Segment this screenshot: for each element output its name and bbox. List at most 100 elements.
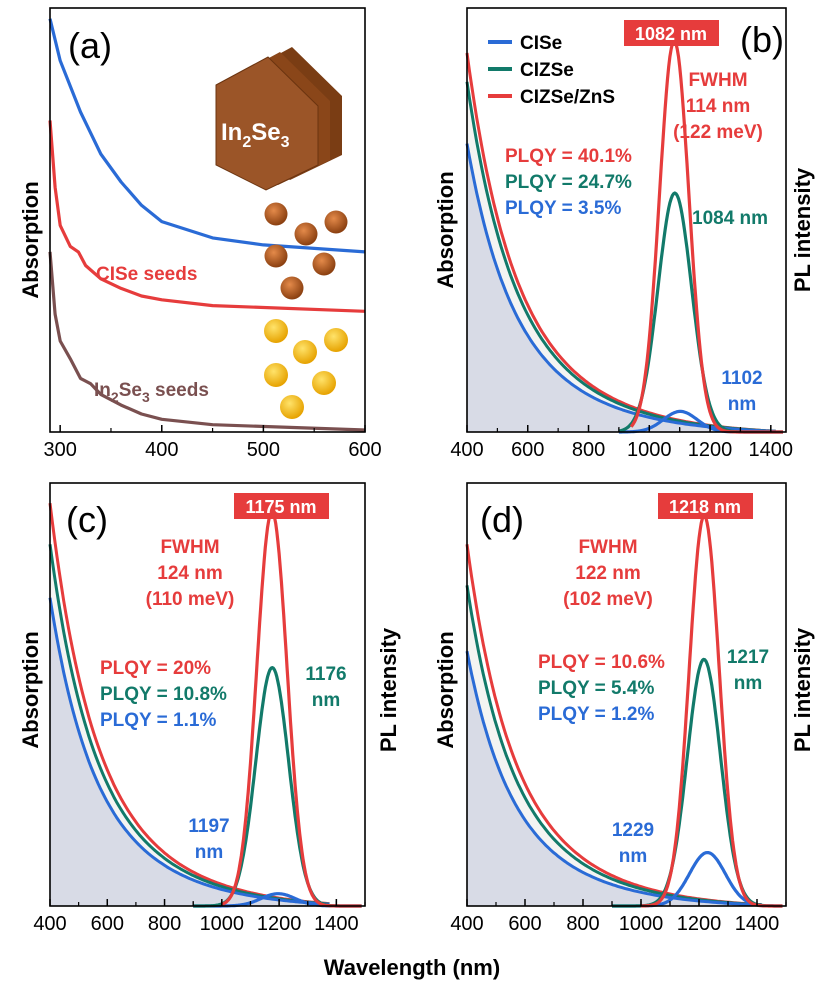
cise-seed-particle bbox=[294, 222, 318, 246]
panel-c-cise-peak-2: nm bbox=[195, 842, 224, 863]
x-tick-label: 1000 bbox=[200, 913, 245, 935]
x-tick-label: 300 bbox=[43, 439, 76, 461]
x-tick-label: 1400 bbox=[735, 913, 780, 935]
crystal-label: In2Se3 bbox=[221, 119, 290, 151]
panel-c-frame bbox=[49, 482, 366, 907]
pl-peak-shell bbox=[221, 509, 362, 908]
x-tick-label: 600 bbox=[91, 913, 124, 935]
panel-b-plqy-shell: PLQY = 40.1% bbox=[505, 146, 632, 167]
x-tick-label: 600 bbox=[348, 439, 381, 461]
x-tick-label: 500 bbox=[247, 439, 280, 461]
panel-c: 400 600 800 1000 1200 1400 bbox=[33, 482, 366, 935]
panel-a-frame bbox=[49, 7, 366, 433]
panel-a: 300 400 500 600 bbox=[43, 7, 382, 461]
panel-c-peak-box bbox=[234, 493, 329, 519]
x-tick-label: 600 bbox=[511, 439, 544, 461]
x-tick-label: 400 bbox=[450, 439, 483, 461]
absorption-fill-cizse-d bbox=[467, 585, 762, 906]
x-tick-label: 1400 bbox=[749, 439, 794, 461]
x-tick-label: 800 bbox=[572, 439, 605, 461]
absorption-curve-shell bbox=[48, 120, 366, 313]
in2se3-seeds-label: In2Se3 seeds bbox=[94, 380, 209, 405]
x-tick-label: 400 bbox=[145, 439, 178, 461]
x-tick-label: 1400 bbox=[314, 913, 359, 935]
panel-d-cizse-peak-2: nm bbox=[734, 673, 763, 694]
panel-d-frame bbox=[466, 482, 787, 907]
panel-d-cise-peak-2: nm bbox=[619, 846, 648, 867]
panel-c-label: (c) bbox=[66, 499, 108, 540]
panel-b-plqy-cizse: PLQY = 24.7% bbox=[505, 172, 632, 193]
panel-b-fwhm-2: 114 nm bbox=[686, 96, 750, 117]
x-tick-label: 1200 bbox=[257, 913, 302, 935]
panel-d-plqy-cizse: PLQY = 5.4% bbox=[538, 678, 654, 699]
absorption-curve-cise bbox=[48, 597, 330, 906]
cise-seed-particle bbox=[264, 244, 288, 268]
panel-d-fwhm-2: 122 nm bbox=[575, 563, 640, 584]
panel-b-fwhm-1: FWHM bbox=[688, 70, 747, 91]
panel-c-fwhm-1: FWHM bbox=[160, 537, 219, 558]
panel-c-peak-label: 1175 nm bbox=[245, 497, 316, 517]
x-tick-label: 600 bbox=[508, 913, 541, 935]
panel-c-ylabel-right: PL intensity bbox=[376, 627, 401, 752]
panel-a-ylabel: Absorption bbox=[18, 181, 43, 298]
panel-b-cise-peak-1: 1102 bbox=[721, 368, 762, 389]
panel-c-plqy-shell: PLQY = 20% bbox=[100, 658, 211, 679]
legend-cizse-zns: CIZSe/ZnS bbox=[520, 87, 615, 108]
in2se3-seed-particle bbox=[264, 319, 288, 343]
panel-c-cizse-peak-1: 1176 bbox=[305, 664, 346, 685]
absorption-curve-in2se3 bbox=[48, 251, 366, 432]
panel-c-fwhm-3: (110 meV) bbox=[146, 589, 235, 610]
panel-c-cizse-peak-2: nm bbox=[312, 690, 341, 711]
panel-d-label: (d) bbox=[480, 499, 524, 540]
panel-d-peak-label: 1218 nm bbox=[669, 497, 741, 517]
x-tick-label: 1200 bbox=[688, 439, 733, 461]
absorption-curve-cise bbox=[48, 18, 366, 254]
x-tick-label: 800 bbox=[566, 913, 599, 935]
legend: CISe CIZSe CIZSe/ZnS bbox=[488, 33, 615, 108]
x-tick-label: 400 bbox=[33, 913, 66, 935]
panel-b-label: (b) bbox=[740, 19, 784, 60]
panel-b: 400 600 800 1000 1200 1400 bbox=[450, 7, 794, 461]
x-tick-label: 1200 bbox=[677, 913, 722, 935]
in2se3-seed-particle bbox=[293, 340, 317, 364]
x-axis-label: Wavelength (nm) bbox=[324, 955, 500, 980]
x-tick-label: 400 bbox=[450, 913, 483, 935]
legend-cizse: CIZSe bbox=[520, 60, 574, 81]
panel-b-frame bbox=[466, 7, 787, 433]
x-tick-label: 1000 bbox=[619, 913, 664, 935]
cise-seed-particle bbox=[280, 276, 304, 300]
panel-d-cise-peak-1: 1229 bbox=[612, 820, 654, 841]
panel-d-ylabel-right: PL intensity bbox=[790, 627, 815, 752]
panel-c-plqy-cizse: PLQY = 10.8% bbox=[100, 684, 227, 705]
in2se3-crystal-illustration: In2Se3 bbox=[215, 47, 342, 191]
in2se3-seed-particle bbox=[312, 371, 336, 395]
cise-seed-particle bbox=[324, 210, 348, 234]
panel-c-plqy-cise: PLQY = 1.1% bbox=[100, 710, 216, 731]
panel-d-fwhm-3: (102 meV) bbox=[563, 589, 653, 610]
in2se3-seed-particle bbox=[324, 328, 348, 352]
panel-a-label: (a) bbox=[68, 25, 112, 66]
in2se3-seed-particle bbox=[280, 395, 304, 419]
panel-c-cise-peak-1: 1197 bbox=[188, 816, 229, 837]
panel-d-plqy-cise: PLQY = 1.2% bbox=[538, 704, 654, 725]
panel-b-plqy-cise: PLQY = 3.5% bbox=[505, 198, 621, 219]
in2se3-seed-particle bbox=[264, 363, 288, 387]
x-tick-label: 1000 bbox=[627, 439, 672, 461]
absorption-fill-cizse-c bbox=[50, 544, 330, 906]
legend-cise: CISe bbox=[520, 33, 562, 54]
cise-seed-particle bbox=[264, 202, 288, 226]
panel-d-plqy-shell: PLQY = 10.6% bbox=[538, 652, 665, 673]
panel-c-fwhm-2: 124 nm bbox=[157, 563, 222, 584]
absorption-curve-cise bbox=[465, 650, 762, 907]
panel-b-fwhm-3: (122 meV) bbox=[673, 122, 763, 143]
panel-b-cise-peak-2: nm bbox=[728, 394, 757, 415]
panel-d-fwhm-1: FWHM bbox=[578, 537, 637, 558]
panel-d-cizse-peak-1: 1217 bbox=[727, 647, 769, 668]
panel-c-ylabel-left: Absorption bbox=[18, 631, 43, 748]
panel-d-ylabel-left: Absorption bbox=[433, 631, 458, 748]
panel-b-ylabel-right: PL intensity bbox=[790, 167, 815, 292]
cise-seeds-label: CISe seeds bbox=[96, 264, 197, 285]
absorption-shade-d bbox=[467, 651, 762, 906]
panel-d: 400 600 800 1000 1200 1400 bbox=[450, 482, 787, 935]
